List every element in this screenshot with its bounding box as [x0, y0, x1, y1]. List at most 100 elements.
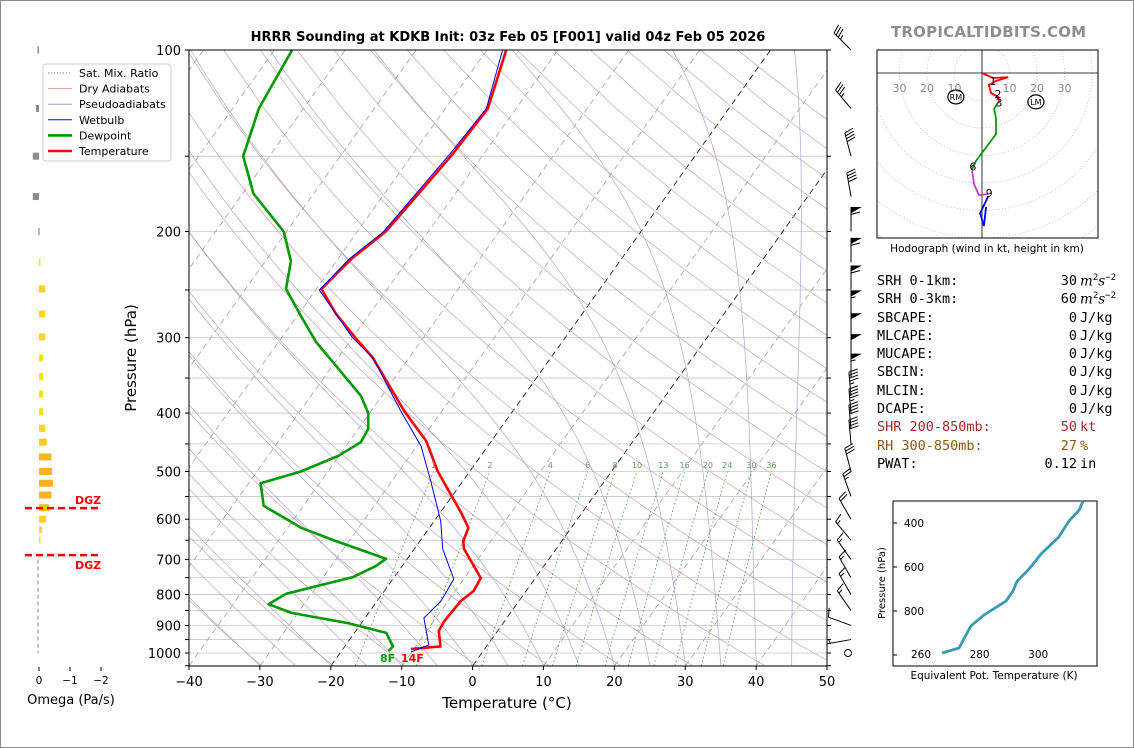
hodograph-ring-label: 30	[893, 82, 907, 95]
mixing-ratio-label: 1	[431, 461, 436, 470]
barb-feather	[838, 566, 846, 575]
mixing-ratio-label: 13	[658, 461, 668, 470]
barb-shaft	[833, 32, 852, 51]
barb-feather	[849, 410, 859, 415]
barb-feather	[844, 443, 854, 449]
barb-half-feather	[840, 92, 845, 98]
barb-shaft	[842, 473, 852, 497]
barb-feather	[845, 130, 854, 137]
barb-feather	[837, 28, 844, 38]
pseudoadiabat	[189, 562, 296, 666]
stat-unit: J/kg	[1080, 364, 1113, 381]
dry-adiabat	[189, 291, 622, 666]
dry-adiabat	[189, 351, 550, 666]
mixing-ratio-label: 2	[487, 461, 492, 470]
omega-bar	[39, 438, 47, 446]
barb-feather	[849, 391, 859, 396]
stat-unit: m2s−2	[1080, 291, 1117, 308]
stat-unit: J/kg	[1080, 309, 1113, 326]
barb-flag	[850, 313, 862, 320]
omega-bar	[39, 310, 46, 318]
mixing-ratio-line	[723, 471, 772, 666]
dry-adiabat	[516, 50, 827, 304]
wind-barb	[846, 168, 858, 197]
y-tick-label: 500	[156, 465, 181, 480]
mixing-ratio-label: 6	[585, 461, 590, 470]
pseudoadiabat	[189, 404, 438, 666]
barb-flag	[850, 290, 862, 297]
isotherm	[189, 50, 630, 666]
barb-feather	[835, 513, 842, 523]
pseudoadiabat	[189, 526, 332, 666]
wind-barb	[848, 401, 859, 429]
omega-bar	[39, 536, 41, 544]
theta-e-y-label: Pressure (hPa)	[877, 547, 888, 619]
barb-feather	[848, 371, 859, 376]
wind-barb	[850, 237, 862, 263]
barb-feather	[835, 82, 842, 91]
legend-label: Pseudoadiabats	[79, 98, 166, 111]
x-tick-label: 50	[819, 675, 836, 690]
dry-adiabat	[189, 535, 334, 666]
barb-feather	[848, 177, 858, 183]
mixing-ratio-line	[653, 471, 709, 666]
stat-label: MLCIN:	[877, 382, 926, 399]
hodograph-caption: Hodograph (wind in kt, height in km)	[890, 243, 1084, 255]
barb-feather	[848, 385, 858, 390]
omega-bar	[39, 504, 50, 512]
wind-barb	[850, 207, 862, 232]
omega-bar	[32, 193, 39, 201]
dewpoint-line	[241, 50, 395, 652]
stat-value: 0.12	[1044, 455, 1077, 472]
wind-barb	[850, 265, 862, 290]
temperature-line	[320, 50, 508, 651]
stat-value: 0	[1068, 401, 1077, 418]
wetbulb-line	[318, 50, 504, 653]
barb-shaft	[828, 616, 852, 626]
mixing-ratio-label: 20	[703, 461, 713, 470]
stat-unit: kt	[1080, 419, 1097, 436]
barb-shaft	[835, 89, 852, 109]
theta-e-x-tick-label: 260	[911, 649, 931, 661]
x-tick-label: 20	[606, 675, 623, 690]
omega-tick-label: 0	[36, 675, 43, 687]
wind-barb	[835, 513, 852, 541]
theta-e-x-tick-label: 300	[1028, 649, 1048, 661]
barb-feather	[847, 171, 856, 177]
omega-bar	[39, 453, 52, 461]
theta-e-y-tick-label: 400	[904, 518, 924, 530]
isotherm	[189, 50, 275, 171]
calm-wind-circle	[844, 649, 852, 657]
storm-motion-label: RM	[950, 93, 963, 102]
stat-label: PWAT:	[877, 455, 918, 472]
mixing-ratio-line	[552, 471, 616, 666]
dgz-label: DGZ	[75, 494, 101, 507]
stat-label: SHR 200-850mb:	[877, 419, 991, 436]
barb-feather	[849, 425, 859, 430]
barb-feather	[849, 422, 859, 427]
barb-shaft	[846, 172, 852, 197]
barb-feather	[844, 127, 854, 134]
barb-feather	[842, 468, 851, 475]
barb-feather	[835, 26, 842, 36]
omega-bar	[39, 467, 53, 475]
wind-barbs	[827, 24, 862, 657]
stat-label: SBCAPE:	[877, 309, 934, 326]
isotherm	[330, 50, 771, 666]
barb-half-feather	[844, 476, 849, 480]
dry-adiabat	[189, 231, 694, 666]
theta-e-x-tick-label: 280	[970, 649, 990, 661]
barb-feather	[849, 377, 859, 382]
omega-bar	[37, 46, 39, 54]
isotherm	[472, 168, 827, 666]
hodograph-height-label: 2	[994, 88, 1001, 101]
y-tick-label: 800	[156, 589, 181, 604]
mixing-ratio-line	[575, 471, 638, 666]
wind-barb	[836, 532, 852, 560]
barb-feather	[848, 368, 858, 373]
wind-barb	[842, 468, 852, 497]
pseudoadiabat	[512, 50, 722, 666]
omega-x-label: Omega (Pa/s)	[27, 693, 115, 708]
